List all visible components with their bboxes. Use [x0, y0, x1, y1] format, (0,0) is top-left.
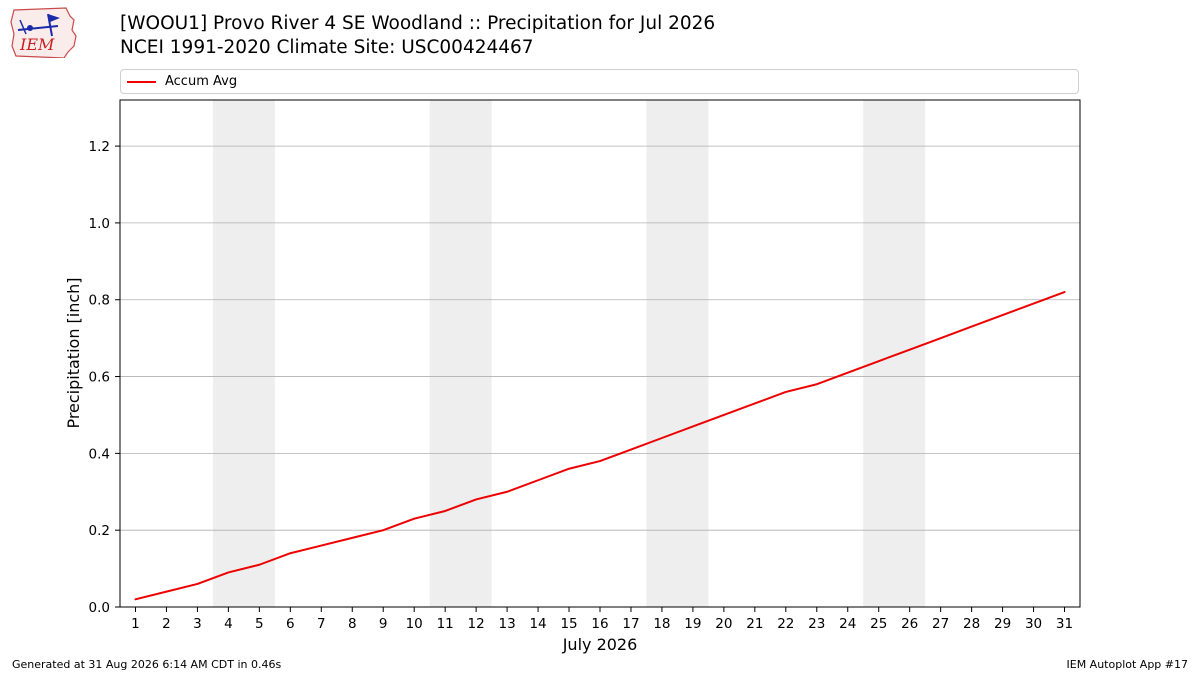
chart-subtitle: NCEI 1991-2020 Climate Site: USC00424467 — [120, 37, 534, 58]
x-axis-label: July 2026 — [562, 635, 638, 654]
x-tick-label: 31 — [1056, 616, 1073, 632]
x-tick-label: 12 — [468, 616, 485, 632]
x-tick-label: 22 — [777, 616, 794, 632]
x-tick-label: 17 — [622, 616, 639, 632]
x-tick-label: 15 — [560, 616, 577, 632]
x-tick-label: 26 — [901, 616, 918, 632]
x-tick-label: 23 — [808, 616, 825, 632]
x-tick-label: 27 — [932, 616, 949, 632]
y-tick-label: 1.0 — [89, 216, 110, 232]
legend: Accum Avg — [120, 69, 1079, 94]
x-tick-label: 10 — [406, 616, 423, 632]
weekend-band-3 — [646, 100, 709, 607]
weekend-band-2 — [429, 100, 492, 607]
y-tick-label: 0.4 — [89, 446, 110, 462]
y-tick-label: 0.6 — [89, 370, 110, 386]
x-tick-label: 6 — [286, 616, 295, 632]
x-tick-label: 19 — [684, 616, 701, 632]
iem-logo: IEM — [10, 7, 77, 58]
chart-title: [WOOU1] Provo River 4 SE Woodland :: Pre… — [120, 13, 716, 34]
legend-swatch — [127, 81, 156, 83]
y-tick-label: 0.8 — [89, 293, 110, 309]
x-tick-label: 14 — [529, 616, 546, 632]
x-tick-label: 16 — [591, 616, 608, 632]
x-tick-label: 8 — [348, 616, 357, 632]
generated-timestamp: Generated at 31 Aug 2026 6:14 AM CDT in … — [12, 658, 282, 671]
x-tick-label: 21 — [746, 616, 763, 632]
series-line-accum-avg — [134, 291, 1066, 601]
y-tick-label: 0.0 — [89, 600, 110, 616]
weekend-band-1 — [212, 100, 275, 607]
x-tick-label: 20 — [715, 616, 732, 632]
weekend-band-4 — [863, 100, 926, 607]
x-tick-label: 3 — [193, 616, 202, 632]
x-tick-label: 9 — [379, 616, 388, 632]
x-tick-label: 11 — [437, 616, 454, 632]
x-tick-label: 7 — [317, 616, 326, 632]
x-tick-label: 2 — [162, 616, 171, 632]
x-tick-label: 13 — [499, 616, 516, 632]
x-tick-label: 5 — [255, 616, 264, 632]
x-tick-label: 30 — [1025, 616, 1042, 632]
x-tick-label: 4 — [224, 616, 233, 632]
y-tick-label: 1.2 — [89, 139, 110, 155]
x-tick-label: 28 — [963, 616, 980, 632]
y-axis-label: Precipitation [inch] — [64, 277, 83, 428]
y-tick-label: 0.2 — [89, 523, 110, 539]
x-tick-label: 1 — [131, 616, 140, 632]
x-tick-label: 29 — [994, 616, 1011, 632]
x-tick-label: 25 — [870, 616, 887, 632]
legend-label: Accum Avg — [165, 74, 238, 89]
logo-text: IEM — [19, 35, 55, 54]
autoplot-app-label: IEM Autoplot App #17 — [1066, 658, 1189, 671]
x-tick-label: 18 — [653, 616, 670, 632]
x-tick-label: 24 — [839, 616, 856, 632]
